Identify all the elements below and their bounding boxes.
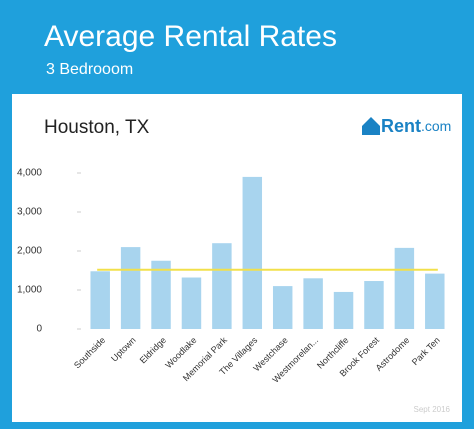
bar: [151, 260, 171, 329]
bar: [212, 243, 232, 329]
note: Sept 2016: [414, 405, 451, 414]
card: [12, 94, 462, 422]
bar: [120, 247, 141, 329]
bar: [90, 271, 110, 329]
logo-suffix: .com: [421, 118, 451, 134]
bar: [333, 291, 354, 329]
y-tick-label: 2,000: [17, 246, 42, 257]
y-tick-label: 0: [36, 324, 42, 335]
header-subtitle: 3 Bedrooom: [46, 61, 133, 78]
logo-main: Rent: [381, 116, 421, 136]
bar: [242, 176, 263, 329]
bar: [272, 286, 293, 329]
chart-title: Houston, TX: [44, 117, 150, 138]
y-tick-label: 1,000: [17, 285, 42, 296]
y-tick-label: 4,000: [17, 168, 42, 179]
y-tick-label: 3,000: [17, 207, 42, 218]
logo-icon: [362, 117, 380, 135]
bar: [394, 247, 415, 329]
bar: [425, 273, 445, 329]
logo: Rent.com: [381, 116, 451, 136]
bar: [181, 277, 202, 329]
bar: [303, 278, 323, 329]
bar: [364, 281, 384, 329]
header-title: Average Rental Rates: [44, 20, 337, 53]
